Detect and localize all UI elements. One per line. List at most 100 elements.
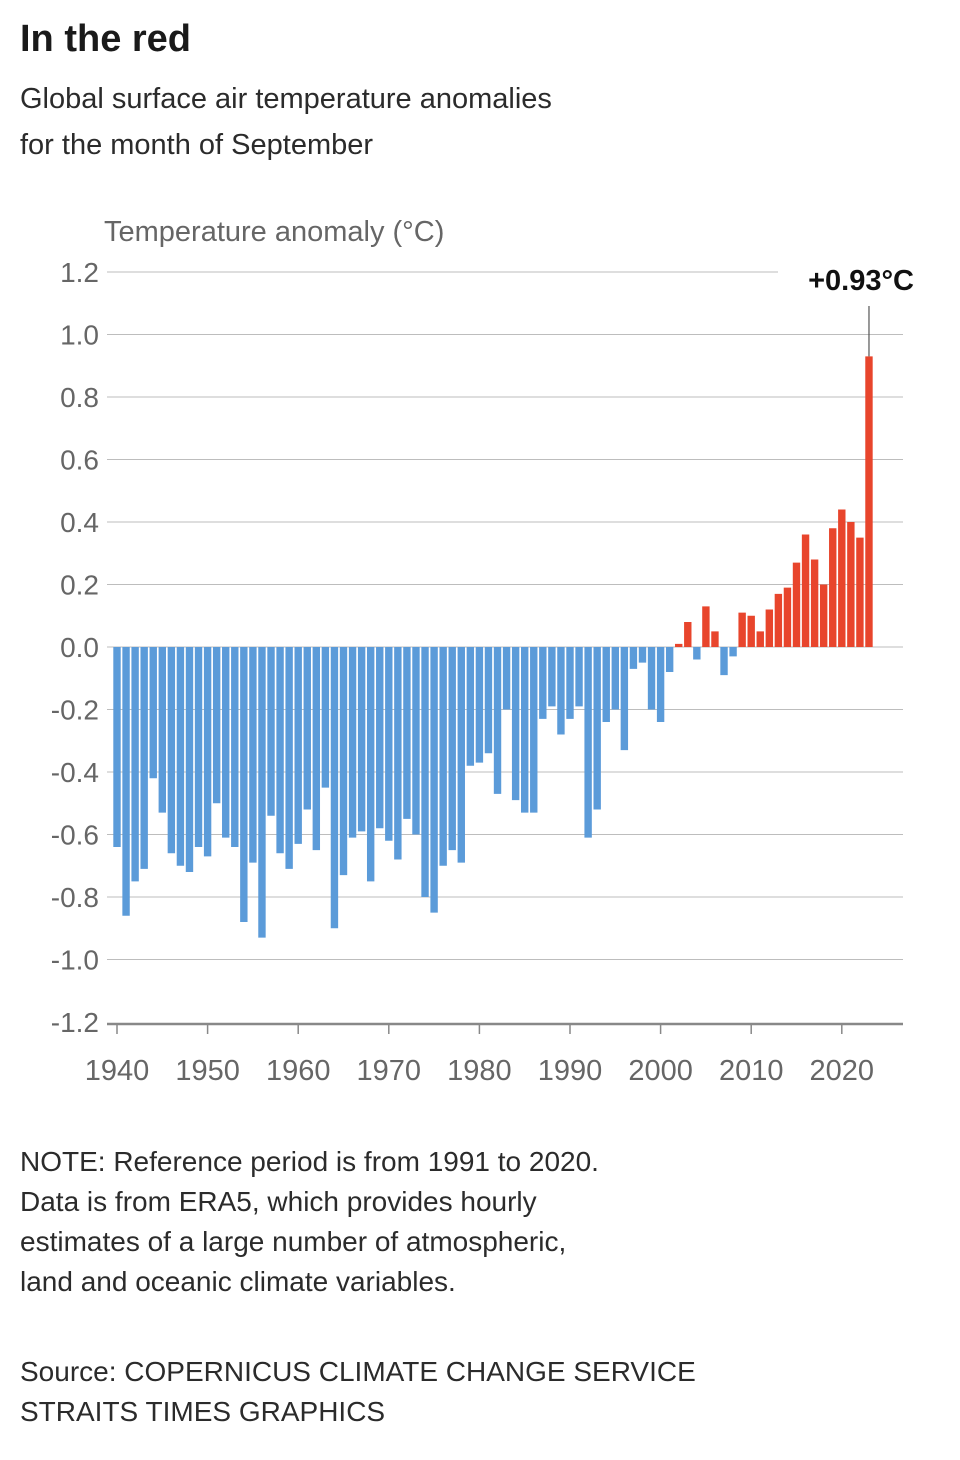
y-tick-label: 0.0 (60, 632, 99, 663)
bar (448, 647, 456, 851)
chart-title: In the red (20, 18, 192, 60)
bar (140, 647, 148, 869)
x-tick-label: 1980 (447, 1055, 512, 1087)
bars (113, 356, 873, 938)
bar (774, 593, 783, 648)
bar (593, 647, 601, 810)
bar (385, 647, 393, 841)
y-tick-label: 1.0 (60, 320, 99, 351)
bar (376, 647, 384, 829)
bar (819, 584, 828, 647)
bar (829, 528, 837, 647)
bar (366, 647, 375, 882)
bar (838, 509, 846, 647)
bar (303, 647, 311, 810)
bar (122, 647, 130, 916)
y-tick-label: -0.2 (51, 695, 99, 726)
bar (711, 631, 719, 648)
y-tick-label: -0.4 (51, 757, 99, 788)
bar (675, 643, 683, 648)
bar (212, 647, 221, 804)
subtitle-line: Global surface air temperature anomalies (20, 83, 552, 115)
bar (792, 562, 801, 648)
bar (620, 647, 629, 751)
bar (557, 647, 565, 735)
bar (602, 647, 610, 722)
bar (412, 647, 420, 835)
bar (194, 647, 203, 847)
bar (421, 647, 429, 897)
bar (511, 647, 520, 801)
bar (856, 537, 864, 648)
bar (747, 615, 755, 647)
bar (339, 647, 348, 876)
note-line: NOTE: Reference period is from 1991 to 2… (20, 1146, 599, 1177)
bar (321, 647, 330, 788)
bar (176, 647, 185, 866)
bar (357, 647, 366, 832)
x-tick-label: 2010 (719, 1055, 784, 1087)
bar (521, 647, 529, 813)
bar (629, 647, 638, 669)
bar (783, 587, 792, 648)
chart-subtitle: Global surface air temperature anomalies… (20, 76, 660, 168)
bar (294, 647, 302, 844)
y-tick-label: 0.2 (60, 570, 99, 601)
bar (756, 631, 764, 648)
bar (638, 647, 647, 663)
bar (240, 647, 248, 922)
bar (249, 647, 257, 863)
credit-line: STRAITS TIMES GRAPHICS (20, 1396, 386, 1427)
bar (185, 647, 194, 872)
bar (258, 647, 266, 938)
bar (810, 559, 819, 647)
bar (539, 647, 547, 719)
x-tick-label: 2020 (810, 1055, 875, 1087)
bar (167, 647, 176, 854)
bar (457, 647, 465, 863)
y-axis-ticks: 1.2 1.0 0.8 0.6 0.4 0.2 0.0 -0.2 -0.4 -0.6 -0.8 -1.… (51, 257, 99, 1038)
note-line: Data is from ERA5, which provides hourly (20, 1186, 537, 1217)
bar (684, 622, 692, 647)
bar (131, 647, 139, 882)
bar (693, 647, 701, 660)
bar (285, 647, 293, 869)
y-axis-label: Temperature anomaly (°C) (104, 216, 444, 248)
x-tick-label: 1970 (357, 1055, 422, 1087)
x-axis: 1940 1950 1960 1970 1980 1990 2000 2010 2020 (85, 1022, 903, 1087)
bar (394, 647, 402, 860)
annotation: +0.93°C (808, 265, 914, 357)
bar (267, 647, 275, 816)
bar (738, 612, 746, 648)
bar (222, 647, 230, 838)
bar (566, 647, 574, 719)
temperature-anomaly-bar-chart: Temperature anomaly (°C) 1.2 1.0 0.8 0.6 0.4… (51, 216, 914, 1087)
bar (475, 647, 484, 763)
bar (548, 647, 556, 707)
bar (113, 647, 121, 847)
bar (865, 356, 873, 648)
x-tick-label: 2000 (628, 1055, 693, 1087)
bar (720, 647, 728, 676)
source-line: Source: COPERNICUS CLIMATE CHANGE SERVIC… (20, 1356, 696, 1387)
note: NOTE: Reference period is from 1991 to 2… (20, 1142, 680, 1302)
bar (702, 606, 710, 648)
subtitle-line: for the month of September (20, 129, 374, 161)
bar (530, 647, 538, 813)
bar (348, 647, 357, 838)
bar (403, 647, 411, 819)
bar (729, 647, 737, 657)
y-tick-label: -1.0 (51, 945, 99, 976)
bar (611, 647, 619, 710)
bar (647, 647, 656, 710)
y-tick-label: 0.6 (60, 445, 99, 476)
note-line: estimates of a large number of atmospher… (20, 1226, 567, 1257)
gridlines (107, 271, 903, 960)
bar (330, 647, 339, 929)
y-tick-label: 1.2 (60, 257, 99, 288)
bar (502, 647, 511, 710)
bar (575, 647, 583, 707)
bar (584, 647, 592, 838)
bar (158, 647, 166, 813)
source-credit: Source: COPERNICUS CLIMATE CHANGE SERVIC… (20, 1352, 696, 1432)
